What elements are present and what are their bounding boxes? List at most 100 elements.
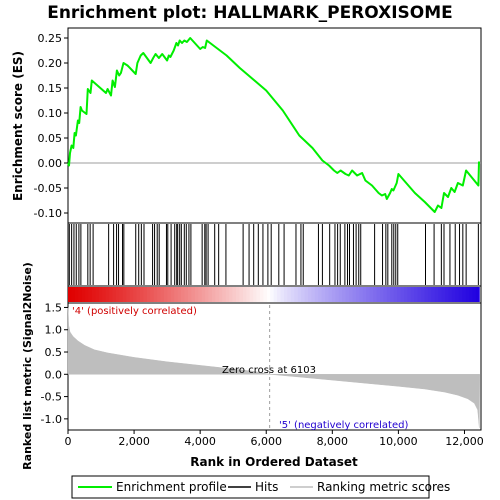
colorbar-segment bbox=[122, 287, 127, 302]
colorbar-segment bbox=[321, 287, 326, 302]
colorbar-segment bbox=[445, 287, 449, 302]
colorbar-segment bbox=[146, 287, 151, 302]
colorbar-segment bbox=[163, 287, 168, 302]
colorbar-segment bbox=[434, 287, 439, 302]
colorbar-segment bbox=[345, 287, 350, 302]
colorbar-segment bbox=[462, 287, 467, 302]
colorbar-segment bbox=[105, 287, 110, 302]
colorbar-segment bbox=[112, 287, 117, 302]
colorbar-segment bbox=[311, 287, 316, 302]
colorbar-segment bbox=[157, 287, 161, 302]
hits-panel-frame bbox=[67, 222, 482, 287]
colorbar-segment bbox=[201, 287, 206, 302]
colorbar-segment bbox=[438, 287, 443, 302]
colorbar-segment bbox=[335, 287, 340, 302]
es-y-tick-label: 0.05 bbox=[38, 132, 63, 145]
colorbar-segment bbox=[167, 287, 172, 302]
colorbar-segment bbox=[410, 287, 415, 302]
colorbar-segment bbox=[304, 287, 309, 302]
legend-metric-label: Ranking metric scores bbox=[317, 480, 450, 494]
x-tick-label: 8,000 bbox=[317, 435, 349, 448]
colorbar-segment bbox=[133, 287, 137, 302]
colorbar-segment bbox=[297, 287, 302, 302]
colorbar-segment bbox=[403, 287, 408, 302]
es-panel-ticks: -0.10 -0.05 0.00 0.05 0.10 0.15 0.20 0.25 bbox=[34, 32, 481, 220]
colorbar-segment bbox=[150, 287, 155, 302]
colorbar-segment bbox=[451, 287, 456, 302]
colorbar-segment bbox=[263, 287, 268, 302]
colorbar-segment bbox=[441, 287, 446, 302]
colorbar-segment bbox=[191, 287, 196, 302]
colorbar-segment bbox=[407, 287, 412, 302]
x-tick-label: 6,000 bbox=[250, 435, 282, 448]
metric-y-tick-label: -1.0 bbox=[41, 413, 62, 426]
colorbar-segment bbox=[277, 287, 281, 302]
colorbar-segment bbox=[472, 287, 477, 302]
colorbar-segment bbox=[98, 287, 103, 302]
colorbar-segment bbox=[355, 287, 360, 302]
colorbar-segment bbox=[74, 287, 79, 302]
colorbar-segment bbox=[427, 287, 432, 302]
colorbar-segment bbox=[68, 287, 72, 302]
colorbar-segment bbox=[222, 287, 227, 302]
colorbar-segment bbox=[331, 287, 336, 302]
colorbar-segment bbox=[325, 287, 329, 302]
colorbar-segment bbox=[270, 287, 275, 302]
es-y-tick-label: 0.00 bbox=[38, 157, 63, 170]
colorbar-segment bbox=[352, 287, 357, 302]
colorbar-segment bbox=[386, 287, 391, 302]
enrichment-profile-layer bbox=[67, 37, 480, 213]
colorbar-segment bbox=[273, 287, 278, 302]
colorbar-segment bbox=[208, 287, 213, 302]
colorbar-segment bbox=[259, 287, 264, 302]
colorbar-segment bbox=[362, 287, 367, 302]
x-axis: 0 2,000 4,000 6,000 8,000 10,000 12,000 bbox=[65, 430, 484, 448]
colorbar-segment bbox=[373, 287, 377, 302]
colorbar-segment bbox=[235, 287, 240, 302]
colorbar-segment bbox=[475, 287, 480, 302]
colorbar-segment bbox=[187, 287, 192, 302]
colorbar-segment bbox=[318, 287, 323, 302]
colorbar-segment bbox=[129, 287, 134, 302]
colorbar-segment bbox=[294, 287, 299, 302]
colorbar-segment bbox=[469, 287, 473, 302]
colorbar-segment bbox=[239, 287, 244, 302]
hits-layer bbox=[68, 224, 479, 285]
colorbar-segment bbox=[448, 287, 453, 302]
colorbar-segment bbox=[287, 287, 292, 302]
colorbar-segment bbox=[455, 287, 460, 302]
colorbar-segment bbox=[458, 287, 463, 302]
colorbar-segment bbox=[424, 287, 429, 302]
colorbar-segment bbox=[88, 287, 93, 302]
zero-cross-label: Zero cross at 6103 bbox=[222, 365, 316, 376]
colorbar-segment bbox=[390, 287, 395, 302]
colorbar-segment bbox=[211, 287, 216, 302]
colorbar-segment bbox=[115, 287, 120, 302]
metric-y-tick-label: 1.0 bbox=[45, 324, 63, 337]
colorbar-segment bbox=[431, 287, 436, 302]
colorbar-segment bbox=[366, 287, 371, 302]
colorbar-segment bbox=[136, 287, 141, 302]
colorbar-segment bbox=[359, 287, 364, 302]
colorbar-segment bbox=[232, 287, 237, 302]
colorbar-segment bbox=[139, 287, 144, 302]
colorbar-segment bbox=[414, 287, 419, 302]
x-tick-label: 12,000 bbox=[445, 435, 484, 448]
colorbar-segment bbox=[205, 287, 209, 302]
colorbar-segment bbox=[342, 287, 347, 302]
colorbar-segment bbox=[349, 287, 353, 302]
metric-y-tick-label: 1.5 bbox=[45, 301, 63, 314]
colorbar-segment bbox=[174, 287, 179, 302]
es-y-tick-label: -0.10 bbox=[34, 207, 62, 220]
colorbar-segment bbox=[328, 287, 333, 302]
colorbar-segment bbox=[181, 287, 185, 302]
colorbar-segment bbox=[465, 287, 470, 302]
colorbar-segment bbox=[280, 287, 285, 302]
positive-correlation-label: '4' (positively correlated) bbox=[72, 306, 197, 317]
colorbar-segment bbox=[266, 287, 271, 302]
colorbar-segment bbox=[225, 287, 230, 302]
colorbar-segment bbox=[198, 287, 203, 302]
colorbar-segment bbox=[184, 287, 189, 302]
legend-hits-label: Hits bbox=[255, 480, 278, 494]
colorbar-segment bbox=[85, 287, 89, 302]
